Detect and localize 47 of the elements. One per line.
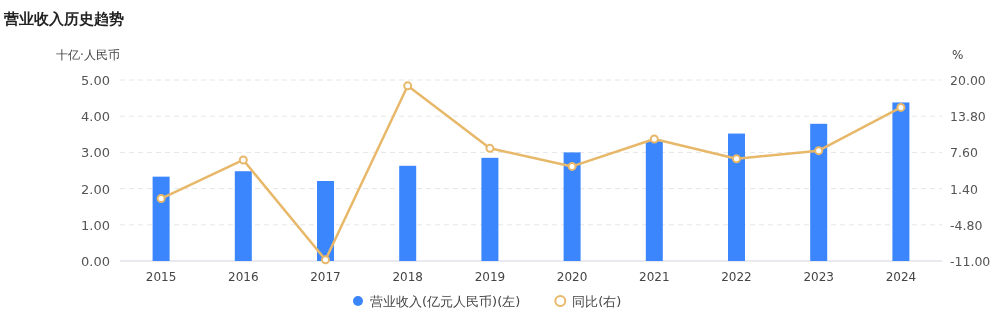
y2-tick-label: 1.40 [950,181,978,197]
y-axis-title: 十亿·人民币 [56,48,120,62]
y-tick-label: 3.00 [81,145,110,161]
y-tick-label: 1.00 [81,217,110,233]
point [896,102,906,112]
y-tick-label: 2.00 [81,181,110,197]
point [732,154,741,164]
y-tick-label: 0.00 [81,254,110,269]
bar [728,133,745,261]
x-tick-label: 2023 [803,270,834,284]
bar [563,152,581,261]
bar [152,176,170,261]
y2-axis-title: % [952,48,964,62]
bar [234,171,252,261]
point [567,161,577,171]
legend-label: 同比(右) [572,294,622,309]
x-tick-label: 2021 [639,270,670,284]
bar [645,141,663,261]
x-tick-label: 2022 [721,270,752,284]
x-tick-label: 2015 [145,270,177,284]
point [156,194,166,204]
legend-label: 营业收入(亿元人民币)(左) [370,294,521,309]
bar [810,123,828,261]
point [649,134,659,144]
bar [481,157,499,261]
bar [892,102,910,261]
y-tick-label: 5.00 [81,73,110,88]
point [403,81,413,91]
y2-tick-label: -11.00 [950,254,991,269]
y2-tick-label: 13.80 [950,109,986,125]
bar [399,165,417,261]
y2-tick-label: 20.00 [950,73,986,88]
point [814,146,824,156]
y2-tick-label: -4.80 [950,217,983,233]
x-tick-label: 2019 [474,270,506,284]
x-tick-label: 2017 [310,270,341,284]
y-tick-label: 4.00 [81,109,110,125]
x-tick-label: 2018 [392,270,423,284]
point [321,255,330,265]
point [238,155,248,165]
point [485,143,495,153]
chart-title: 营业收入历史趋势 [3,10,124,28]
bar [317,181,334,261]
y2-tick-label: 7.60 [950,145,978,161]
x-tick-label: 2020 [556,270,588,284]
x-tick-label: 2016 [228,270,259,284]
x-tick-label: 2024 [885,270,917,284]
